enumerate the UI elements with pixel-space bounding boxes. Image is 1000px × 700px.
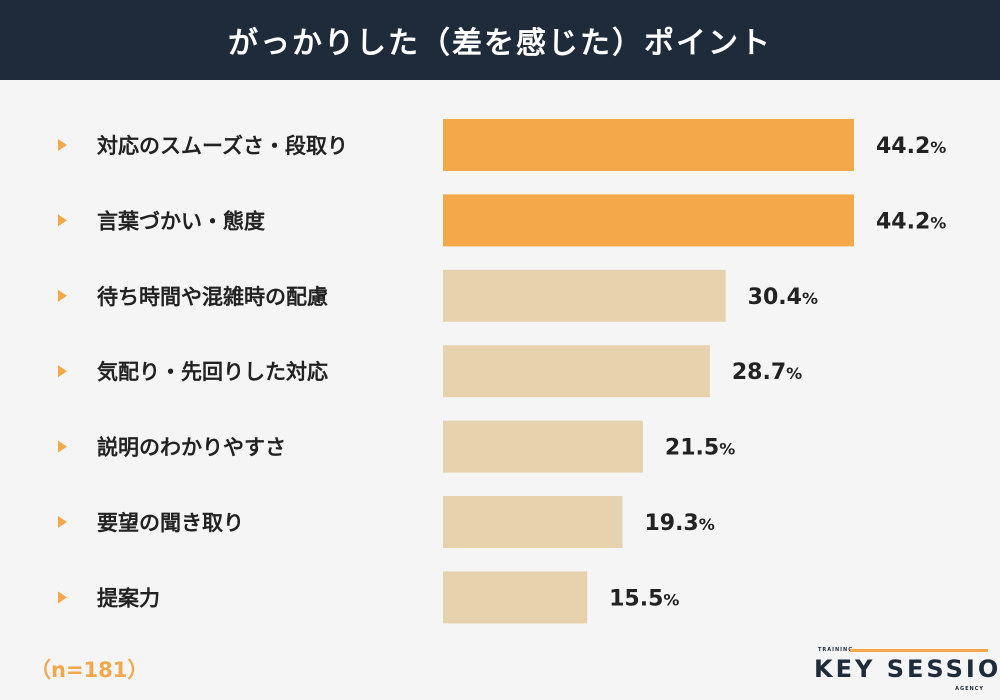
- bar: [443, 420, 643, 473]
- category-label: 説明のわかりやすさ: [97, 436, 286, 460]
- category-marker-icon: [58, 289, 67, 302]
- bar: [443, 269, 726, 322]
- bar: [443, 119, 854, 171]
- sample-size-note: （n=181）: [30, 658, 149, 682]
- category-label: 提案力: [97, 586, 160, 610]
- logo-agency-text: AGENCY: [955, 686, 984, 692]
- value-label: 21.5%: [665, 436, 735, 461]
- title-banner: がっかりした（差を感じた）ポイント: [0, 0, 1000, 80]
- value-label: 19.3%: [644, 511, 714, 536]
- category-marker-icon: [58, 214, 67, 227]
- category-label: 言葉づかい・態度: [97, 209, 265, 233]
- category-marker-icon: [58, 139, 67, 151]
- value-label: 28.7%: [732, 360, 802, 385]
- category-label: 待ち時間や混雑時の配慮: [97, 285, 328, 309]
- value-label: 15.5%: [609, 586, 679, 611]
- bar: [443, 345, 710, 398]
- category-label: 対応のスムーズさ・段取り: [97, 134, 348, 158]
- value-label: 30.4%: [748, 285, 818, 310]
- chart-title: がっかりした（差を感じた）ポイント: [228, 26, 772, 61]
- category-marker-icon: [58, 591, 67, 604]
- logo-accent-bar: [850, 649, 988, 652]
- bar: [443, 194, 854, 247]
- key-session-logo: TRAINING KEY SESSION AGENCY: [812, 643, 1000, 692]
- value-label: 44.2%: [876, 209, 946, 234]
- value-label: 44.2%: [876, 134, 946, 159]
- bar: [443, 496, 623, 548]
- category-label: 要望の聞き取り: [97, 511, 244, 535]
- logo-training-text: TRAINING: [818, 647, 854, 653]
- logo-main-text: KEY SESSION: [814, 655, 1000, 683]
- category-marker-icon: [58, 516, 67, 528]
- category-label: 気配り・先回りした対応: [97, 360, 328, 384]
- category-marker-icon: [58, 440, 67, 453]
- category-marker-icon: [58, 365, 67, 378]
- bar: [443, 571, 588, 624]
